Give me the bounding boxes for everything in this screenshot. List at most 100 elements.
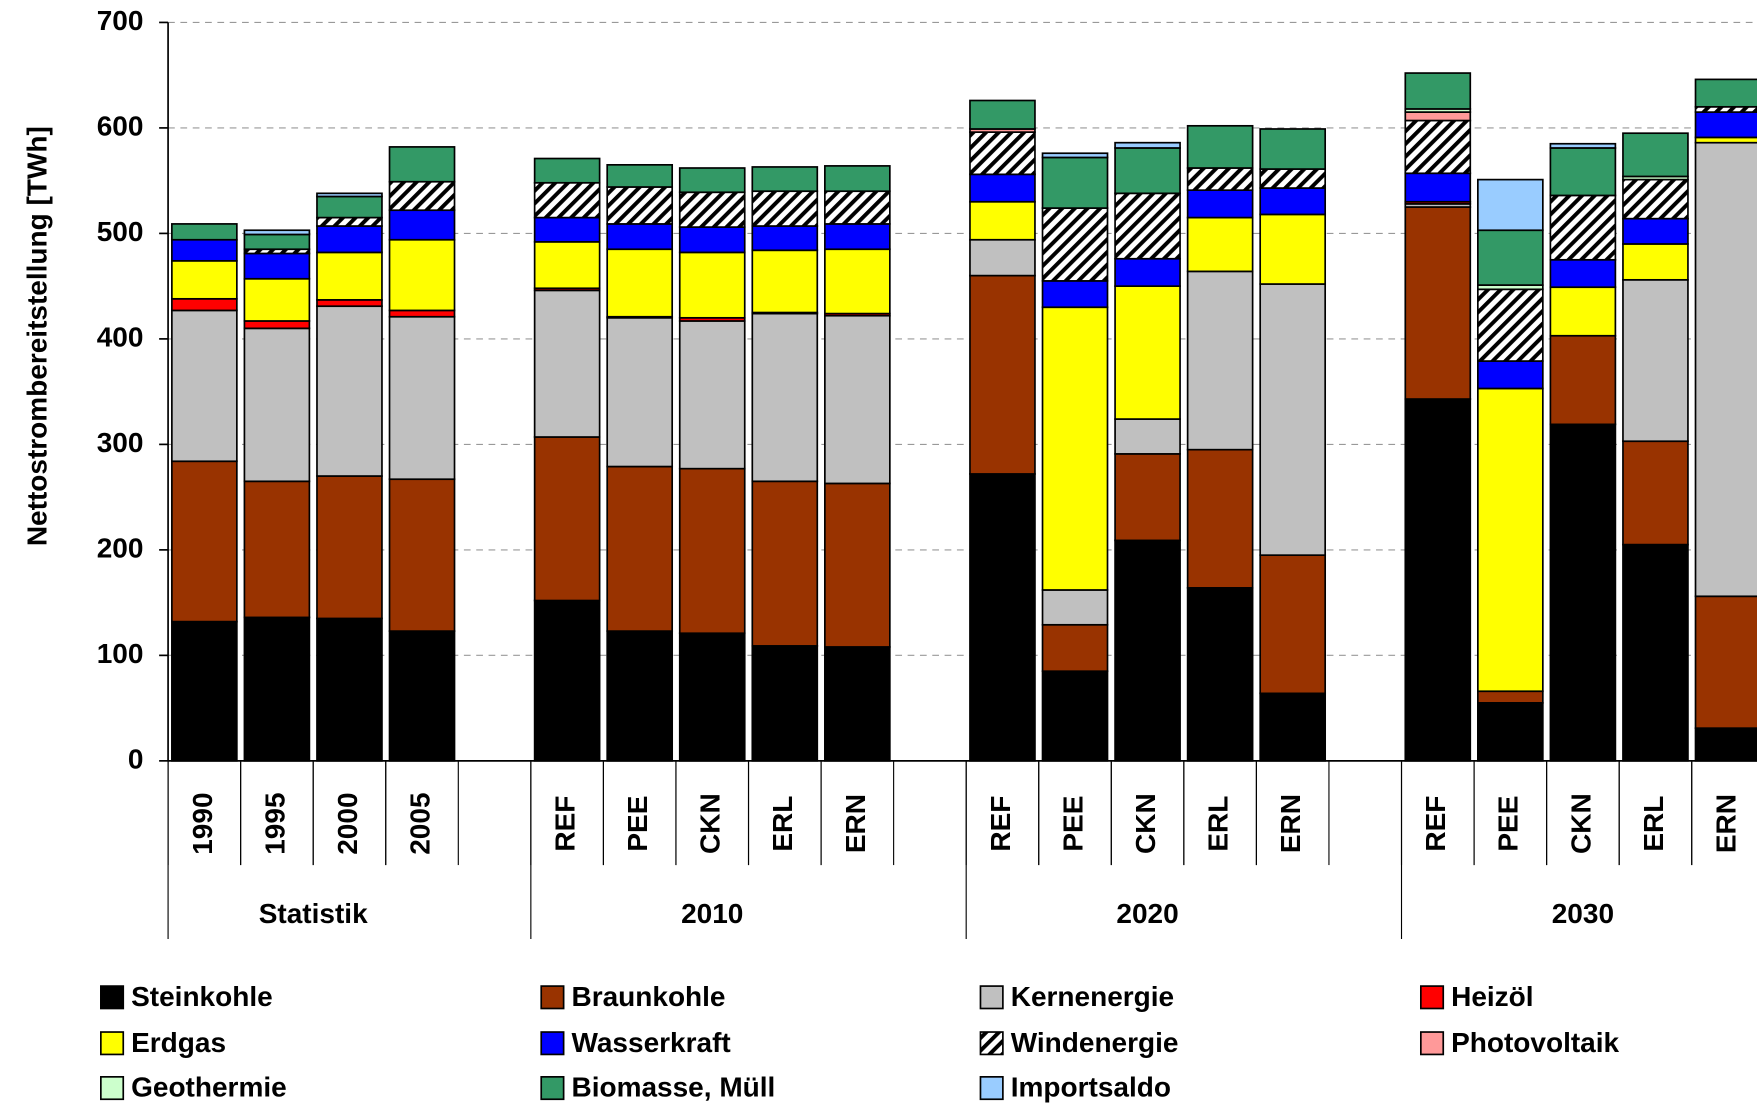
bar-segment: [1186, 124, 1254, 169]
bar-segment: [1549, 423, 1617, 762]
bar-segment: [1549, 147, 1617, 197]
bar-segment: [1186, 270, 1254, 451]
bar-segment: [678, 167, 746, 194]
bar-segment: [1186, 189, 1254, 219]
bar-segment: [1041, 207, 1109, 282]
legend-label: Heizöl: [1451, 981, 1533, 1012]
bar-segment: [243, 616, 311, 762]
bar-segment: [1694, 595, 1757, 729]
group-label: 2030: [1552, 898, 1614, 929]
bar-segment: [171, 297, 238, 312]
x-tick-label: REF: [1420, 796, 1451, 852]
bar-segment: [1622, 278, 1689, 443]
bar-segment: [824, 223, 891, 251]
bar-segment: [1186, 167, 1254, 191]
bar-segment: [969, 274, 1036, 475]
bar-segment: [243, 229, 311, 236]
bar-segment: [1477, 178, 1544, 232]
y-axis-label: Nettostrombereitstellung [TWh]: [22, 126, 53, 546]
bar-segment: [388, 209, 456, 241]
bar-segment: [171, 309, 238, 463]
x-tick-label: 2005: [404, 792, 435, 854]
bar-segment: [171, 259, 238, 300]
bar-segment: [1694, 111, 1757, 139]
bar-segment: [969, 99, 1036, 130]
bar-segment: [316, 617, 383, 762]
legend-label: Biomasse, Müll: [571, 1072, 775, 1103]
bar-segment: [1477, 701, 1544, 762]
bar-segment: [969, 473, 1036, 762]
legend-swatch: [979, 985, 1004, 1010]
bar-segment: [1259, 283, 1327, 556]
bar-segment: [1404, 398, 1472, 762]
bar-segment: [388, 478, 456, 632]
bar-segment: [1114, 257, 1181, 287]
bar-segment: [1477, 387, 1544, 693]
bar-segment: [606, 163, 674, 188]
bar-segment: [1114, 418, 1181, 455]
bar-segment: [1622, 440, 1689, 546]
y-tick-label: 200: [97, 532, 144, 563]
bar-segment: [316, 305, 383, 477]
bar-segment: [1041, 152, 1109, 159]
bar-segment: [533, 599, 601, 762]
bar-segment: [751, 190, 819, 227]
y-tick-label: 700: [97, 5, 144, 36]
legend-label: Photovoltaik: [1451, 1027, 1619, 1058]
bar-segment: [1041, 156, 1109, 209]
bar-segment: [606, 316, 674, 468]
legend-swatch: [540, 985, 565, 1010]
bar-segment: [824, 646, 891, 762]
legend-swatch: [979, 1076, 1004, 1101]
bar-segment: [1114, 453, 1181, 542]
legend-swatch: [100, 1076, 125, 1101]
bar-segment: [751, 166, 819, 193]
bar-segment: [606, 465, 674, 632]
x-tick-label: PEE: [1057, 796, 1088, 852]
x-tick-label: 2000: [332, 792, 363, 854]
bar-segment: [316, 192, 383, 198]
bar-segment: [678, 251, 746, 319]
x-tick-label: PEE: [622, 796, 653, 852]
bar-segment: [751, 645, 819, 762]
bar-segment: [316, 251, 383, 301]
x-tick-label: 1995: [259, 792, 290, 854]
bar-segment: [1477, 229, 1544, 286]
legend-swatch: [1419, 985, 1445, 1010]
bar-segment: [1114, 141, 1181, 149]
bar-segment: [1404, 119, 1472, 175]
bar-segment: [1041, 670, 1109, 762]
legend-label: Steinkohle: [131, 981, 273, 1012]
bar-segment: [1186, 216, 1254, 273]
bar-segment: [1404, 172, 1472, 203]
bar-segment: [751, 312, 819, 483]
bar-segment: [243, 252, 311, 280]
bar-segment: [1259, 554, 1327, 695]
bar-segment: [388, 238, 456, 312]
bar-segment: [388, 309, 456, 318]
group-label: 2020: [1116, 898, 1178, 929]
bar-segment: [1041, 623, 1109, 673]
y-tick-label: 300: [97, 427, 144, 458]
x-tick-label: REF: [550, 796, 581, 852]
bar-segment: [1622, 132, 1689, 178]
legend-label: Windenergie: [1011, 1027, 1179, 1058]
x-tick-label: PEE: [1493, 796, 1524, 852]
bar-segment: [606, 248, 674, 318]
legend-label: Wasserkraft: [571, 1027, 730, 1058]
bar-segment: [751, 249, 819, 314]
legend-swatch: [100, 985, 125, 1010]
bar-segment: [243, 327, 311, 483]
bar-segment: [533, 289, 601, 438]
bar-segment: [171, 620, 238, 762]
x-tick-label: ERN: [1710, 794, 1741, 853]
y-tick-label: 400: [97, 321, 144, 352]
legend-swatch: [100, 1031, 125, 1056]
bar-segment: [171, 238, 238, 262]
bar-segment: [316, 225, 383, 254]
bar-segment: [1622, 543, 1689, 762]
bar-segment: [1114, 147, 1181, 195]
bar-segment: [1259, 692, 1327, 762]
